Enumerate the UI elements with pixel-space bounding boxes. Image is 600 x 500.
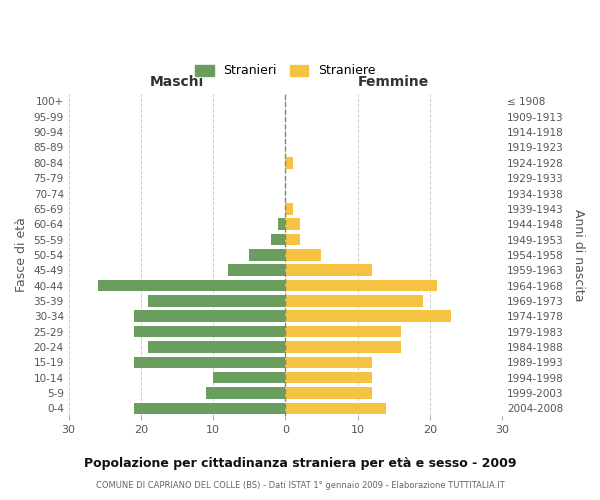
Bar xyxy=(148,295,286,306)
Bar xyxy=(286,356,372,368)
Bar xyxy=(286,218,300,230)
Bar xyxy=(206,387,286,398)
Bar xyxy=(134,310,286,322)
Text: COMUNE DI CAPRIANO DEL COLLE (BS) - Dati ISTAT 1° gennaio 2009 - Elaborazione TU: COMUNE DI CAPRIANO DEL COLLE (BS) - Dati… xyxy=(95,481,505,490)
Text: Popolazione per cittadinanza straniera per età e sesso - 2009: Popolazione per cittadinanza straniera p… xyxy=(84,457,516,470)
Bar xyxy=(286,249,322,260)
Bar xyxy=(271,234,286,245)
Bar xyxy=(286,234,300,245)
Bar xyxy=(286,280,437,291)
Text: Maschi: Maschi xyxy=(150,75,204,89)
Y-axis label: Fasce di età: Fasce di età xyxy=(15,218,28,292)
Bar xyxy=(227,264,286,276)
Bar xyxy=(286,326,401,338)
Bar xyxy=(286,310,451,322)
Bar xyxy=(286,157,293,168)
Bar xyxy=(278,218,286,230)
Bar xyxy=(286,341,401,352)
Bar xyxy=(286,402,386,414)
Bar xyxy=(286,295,422,306)
Bar xyxy=(134,356,286,368)
Bar xyxy=(286,264,372,276)
Bar xyxy=(213,372,286,384)
Bar xyxy=(286,387,372,398)
Text: Femmine: Femmine xyxy=(358,75,430,89)
Bar xyxy=(286,203,293,214)
Bar xyxy=(286,372,372,384)
Bar xyxy=(98,280,286,291)
Legend: Stranieri, Straniere: Stranieri, Straniere xyxy=(188,58,382,84)
Bar xyxy=(148,341,286,352)
Bar xyxy=(249,249,286,260)
Y-axis label: Anni di nascita: Anni di nascita xyxy=(572,208,585,301)
Bar xyxy=(134,326,286,338)
Bar xyxy=(134,402,286,414)
